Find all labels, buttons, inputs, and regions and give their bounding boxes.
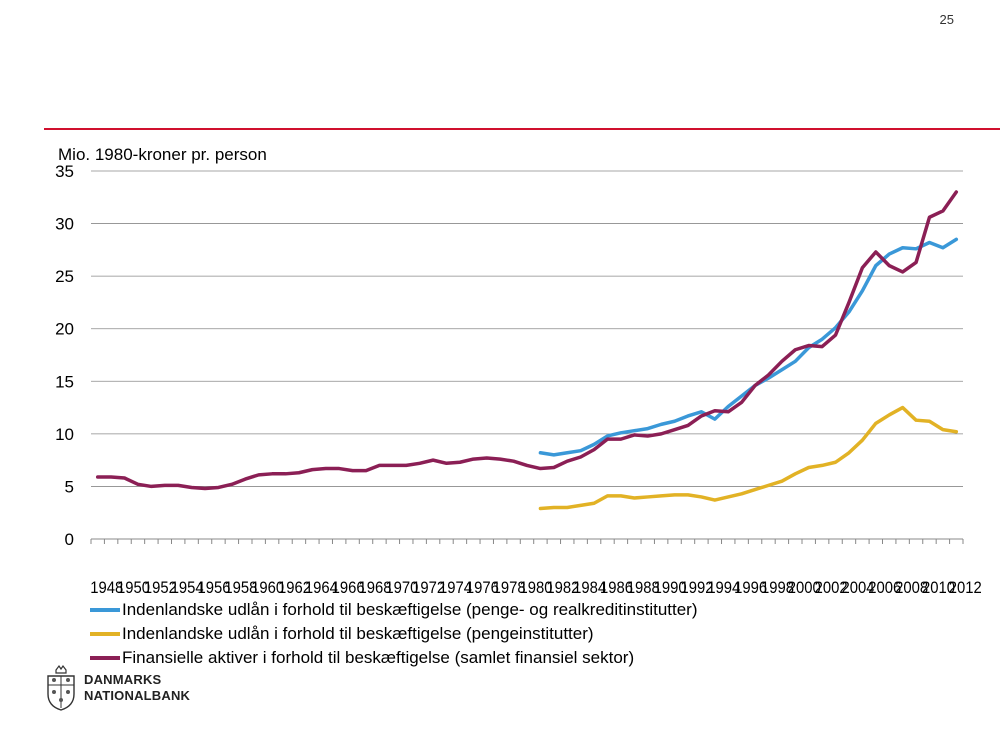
coat-of-arms-icon	[47, 664, 75, 711]
header-rule	[44, 128, 1000, 130]
danmarks-nationalbank-logo: DANMARKS NATIONALBANK	[44, 664, 190, 712]
x-tick-label: 1970	[385, 578, 418, 597]
x-tick-label: 1954	[171, 578, 204, 597]
legend-label: Indenlandske udlån i forhold til beskæft…	[122, 624, 594, 643]
x-tick-label: 1976	[466, 578, 499, 597]
x-tick-label: 1980	[520, 578, 553, 597]
logo-text-line2: NATIONALBANK	[84, 688, 191, 703]
x-tick-label: 2008	[895, 578, 928, 597]
y-tick-label: 35	[55, 162, 74, 181]
x-axis: 1948195019521954195619581960196219641966…	[90, 538, 982, 597]
series-line-1	[538, 405, 959, 511]
y-tick-label: 30	[55, 215, 74, 234]
legend-item-financial-assets: Finansielle aktiver i forhold til beskæf…	[90, 646, 698, 670]
legend-label: Indenlandske udlån i forhold til beskæft…	[122, 600, 698, 619]
series-line-0	[538, 237, 959, 457]
x-tick-label: 1984	[573, 578, 606, 597]
y-tick-label: 5	[65, 477, 74, 496]
x-tick-label: 1990	[654, 578, 687, 597]
x-tick-label: 2000	[788, 578, 821, 597]
y-axis-label: Mio. 1980-kroner pr. person	[58, 145, 267, 164]
y-tick-label: 0	[65, 530, 74, 549]
x-tick-label: 1994	[707, 578, 740, 597]
x-tick-label: 1978	[493, 578, 526, 597]
legend: Indenlandske udlån i forhold til beskæft…	[90, 598, 698, 670]
x-tick-label: 1960	[251, 578, 284, 597]
x-tick-label: 1982	[546, 578, 579, 597]
legend-swatch-blue	[90, 608, 120, 612]
legend-item-total-lending: Indenlandske udlån i forhold til beskæft…	[90, 598, 698, 622]
x-tick-label: 1968	[359, 578, 392, 597]
x-tick-label: 1966	[332, 578, 365, 597]
x-tick-label: 2004	[841, 578, 874, 597]
series-line-2	[95, 190, 959, 491]
x-tick-label: 1992	[680, 578, 713, 597]
legend-item-bank-lending: Indenlandske udlån i forhold til beskæft…	[90, 622, 698, 646]
x-tick-label: 1956	[198, 578, 231, 597]
y-axis-ticks: 0 5 10 15 20 25 30 35	[55, 162, 74, 549]
y-tick-label: 25	[55, 267, 74, 286]
legend-swatch-yellow	[90, 632, 120, 636]
x-tick-label: 1986	[600, 578, 633, 597]
y-tick-label: 15	[55, 372, 74, 391]
x-tick-label: 1950	[117, 578, 150, 597]
x-tick-label: 2002	[815, 578, 848, 597]
x-tick-label: 1964	[305, 578, 338, 597]
x-tick-label: 1972	[412, 578, 445, 597]
x-tick-label: 1974	[439, 578, 472, 597]
x-tick-label: 1962	[278, 578, 311, 597]
series-lines	[95, 190, 959, 511]
x-tick-label: 1952	[144, 578, 177, 597]
x-tick-label: 1948	[90, 578, 123, 597]
x-tick-label: 1958	[224, 578, 257, 597]
line-chart: Mio. 1980-kroner pr. person 0 5 10 15 20 25 30…	[55, 145, 982, 597]
gridlines	[91, 170, 963, 487]
x-tick-label: 2010	[922, 578, 955, 597]
logo-text: DANMARKS NATIONALBANK	[84, 672, 190, 704]
x-tick-label: 1996	[734, 578, 767, 597]
y-tick-label: 20	[55, 320, 74, 339]
x-tick-label: 1998	[761, 578, 794, 597]
page-number: 25	[939, 12, 954, 27]
x-tick-label: 1988	[627, 578, 660, 597]
logo-text-line1: DANMARKS	[84, 672, 162, 687]
x-tick-label: 2006	[868, 578, 901, 597]
y-tick-label: 10	[55, 425, 74, 444]
x-tick-label: 2012	[949, 578, 982, 597]
legend-swatch-purple	[90, 656, 120, 660]
legend-label: Finansielle aktiver i forhold til beskæf…	[122, 648, 635, 667]
